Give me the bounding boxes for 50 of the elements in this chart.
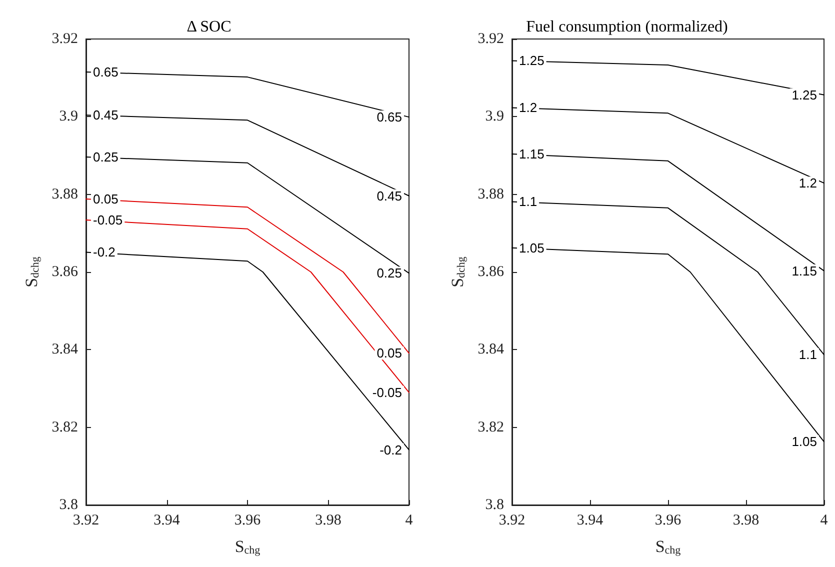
chart-title: Δ SOC xyxy=(186,18,232,36)
series-label: -0.05 xyxy=(93,212,123,228)
y-tick-label: 3.86 xyxy=(52,264,78,280)
y-tick-label: 3.82 xyxy=(477,419,504,436)
y-tick-label: 3.88 xyxy=(52,186,78,202)
chart-title: Fuel consumption (normalized) xyxy=(526,18,728,36)
y-tick-label: 3.82 xyxy=(52,419,78,436)
x-tick-label: 3.98 xyxy=(315,512,342,528)
x-tick-label: 3.94 xyxy=(576,512,604,528)
series-label: 0.45 xyxy=(93,108,118,123)
series-label: 1.15 xyxy=(518,146,544,162)
y-tick-label: 3.92 xyxy=(477,31,504,47)
x-tick-label: 3.92 xyxy=(72,512,100,528)
x-tick-label: 4 xyxy=(820,512,828,528)
x-tick-label: 3.96 xyxy=(234,512,262,528)
series-label: 1.25 xyxy=(518,53,544,68)
series-label: 0.05 xyxy=(93,191,118,206)
text: 1.1 xyxy=(798,347,816,362)
y-tick-label: 3.88 xyxy=(477,186,504,202)
y-tick-label: 3.84 xyxy=(477,342,504,358)
x-tick-label: 3.98 xyxy=(732,512,759,528)
text: 0.25 xyxy=(376,266,402,281)
text: -0.2 xyxy=(380,442,402,458)
x-tick-label: 3.94 xyxy=(154,512,180,528)
y-tick-label: 3.8 xyxy=(484,497,504,513)
y-axis-title: Sdchg xyxy=(22,256,42,288)
y-tick-label: 3.9 xyxy=(59,108,78,125)
series-label: 1.05 xyxy=(518,240,544,256)
text: 0.05 xyxy=(376,346,402,361)
series-label: -0.2 xyxy=(93,244,116,260)
series-label: 1.2 xyxy=(518,100,537,116)
text: -0.05 xyxy=(372,384,402,400)
x-tick-label: 3.96 xyxy=(654,512,682,528)
y-tick-label: 3.84 xyxy=(52,342,78,358)
x-tick-label: 4 xyxy=(405,512,414,528)
text: 1.2 xyxy=(798,176,816,191)
y-tick-label: 3.92 xyxy=(52,31,78,47)
y-tick-label: 3.8 xyxy=(59,497,78,513)
text: 0.45 xyxy=(376,188,402,204)
x-tick-label: 3.92 xyxy=(498,512,525,528)
series-label: 0.25 xyxy=(93,150,118,165)
text: 1.05 xyxy=(791,434,816,450)
text: 1.15 xyxy=(791,263,816,278)
y-tick-label: 3.9 xyxy=(484,108,504,125)
series-label: 1.1 xyxy=(518,194,537,210)
text: 0.65 xyxy=(376,110,402,125)
y-tick-label: 3.86 xyxy=(477,264,504,280)
y-axis-title: Sdchg xyxy=(447,256,467,288)
text: 1.25 xyxy=(791,87,816,102)
series-label: 0.65 xyxy=(93,64,118,80)
